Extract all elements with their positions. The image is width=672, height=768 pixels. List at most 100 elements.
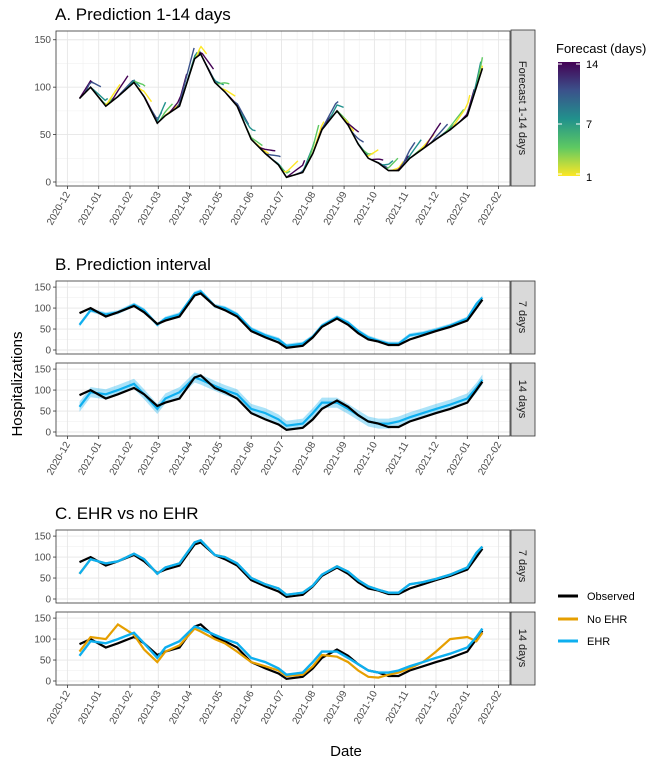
y-tick-label: 150 [34,614,51,625]
x-tick-label: 2021-02 [108,440,136,478]
y-tick-label: 50 [40,407,52,418]
strip-a-label: Forecast 1-14 days [516,61,528,156]
y-tick-label: 100 [34,386,51,397]
forecast-segment [306,124,320,165]
forecast-segment [238,109,256,132]
panel-c-top: 0 50 100 150 [34,529,511,606]
x-tick-label: 2022-01 [445,689,473,727]
forecast-legend: Forecast (days) 14 7 1 [556,41,646,184]
x-tick-label: 2022-02 [476,440,504,478]
y-tick-label: 0 [45,677,51,688]
observed-line [79,374,484,432]
x-tick-label: 2020-12 [45,440,73,478]
x-tick-label: 2021-01 [76,689,104,727]
strip-b-top: 7 days [510,280,536,355]
y-tick-label: 50 [40,574,52,585]
no-ehr-line [78,622,484,679]
panel-a-border [55,30,511,187]
x-tick-label: 2021-03 [136,440,164,478]
x-tick-label: 2021-04 [167,440,195,478]
forecast-legend-label-1: 1 [586,172,592,184]
observed-line [79,623,484,681]
x-tick-label: 2021-11 [384,689,412,726]
y-tick-label: 150 [34,532,51,543]
x-tick-label: 2021-08 [291,190,319,228]
x-tick-label: 2021-09 [322,689,350,727]
x-tick-label: 2021-01 [76,440,104,478]
panel-b-top: 0 50 100 150 [34,280,511,357]
series-legend: Observed No EHR EHR [558,591,635,648]
x-tick-label: 2021-11 [384,190,412,227]
ehr-line [78,625,484,676]
x-tick-label: 2021-12 [414,440,442,478]
x-tick-label: 2021-08 [291,440,319,478]
forecast-legend-label-7: 7 [586,119,592,131]
x-tick-label: 2022-01 [445,190,473,228]
forecast-segment [154,101,167,122]
y-tick-label: 50 [40,656,52,667]
y-axis-title: Hospitalizations [9,331,26,436]
x-tick-label: 2021-01 [76,190,104,228]
forecast-segment [265,153,281,158]
panel-c-bottom: 0 50 100 150 [34,611,511,688]
forecast-segment [137,87,153,103]
panel-c-bottom-border [55,611,511,686]
strip-b-bottom: 14 days [510,362,536,437]
forecast-segment [195,45,208,58]
panel-c-top-border [55,529,511,604]
panel-c-title: C. EHR vs no EHR [55,504,199,523]
forecast-segment [371,158,384,161]
x-tick-label: 2021-07 [259,689,287,727]
x-tick-label: 2021-10 [352,440,380,478]
strip-b-bottom-label: 14 days [516,380,528,419]
x-tick-label: 2022-02 [476,190,504,228]
x-tick-label: 2021-05 [198,190,226,228]
forecast-legend-title: Forecast (days) [556,41,646,56]
forecast-segment [198,51,215,70]
forecast-segment [78,79,94,99]
panel-b-bottom-border [55,362,511,437]
x-tick-label: 2021-02 [108,689,136,727]
y-tick-label: 0 [45,595,51,606]
strip-c-top-label: 7 days [516,550,528,583]
strip-b-top-label: 7 days [516,301,528,334]
forecast-segment [327,104,344,123]
panel-b-bottom: 0 50 100 150 [34,362,511,439]
forecast-segment [216,82,230,85]
forecast-segment [110,75,129,103]
y-tick-label: 150 [34,283,51,294]
forecast-segment [424,122,442,148]
x-tick-label: 2021-09 [322,190,350,228]
forecast-segment [405,139,422,163]
y-tick-label: 0 [45,346,51,357]
forecast-segment [385,157,399,170]
x-tick-label: 2021-12 [414,190,442,228]
y-tick-label: 100 [34,635,51,646]
legend-label-observed: Observed [587,591,635,603]
y-tick-label: 100 [34,553,51,564]
x-tick-label: 2021-02 [108,190,136,228]
forecast-segment [282,160,299,173]
forecast-segment [380,160,394,166]
strip-c-bottom-label: 14 days [516,629,528,668]
x-tick-label: 2020-12 [45,190,73,228]
x-tick-label: 2021-08 [291,689,319,727]
forecast-segment [443,108,465,135]
forecast-segment [320,101,339,133]
ehr-line [78,376,484,427]
x-tick-label: 2021-04 [167,689,195,727]
y-tick-label: 100 [34,83,51,94]
y-tick-label: 50 [40,325,52,336]
x-tick-label: 2021-10 [352,190,380,228]
y-tick-label: 0 [45,178,51,189]
panel-b-top-border [55,280,511,355]
forecast-segment [366,149,379,157]
panel-b-title: B. Prediction interval [55,255,211,274]
strip-a: Forecast 1-14 days [510,29,536,187]
x-tick-label: 2021-05 [198,440,226,478]
y-tick-label: 0 [45,428,51,439]
y-tick-label: 150 [34,365,51,376]
x-tick-label: 2021-05 [198,689,226,727]
x-tick-label: 2021-07 [259,440,287,478]
forecast-segment [430,123,449,144]
